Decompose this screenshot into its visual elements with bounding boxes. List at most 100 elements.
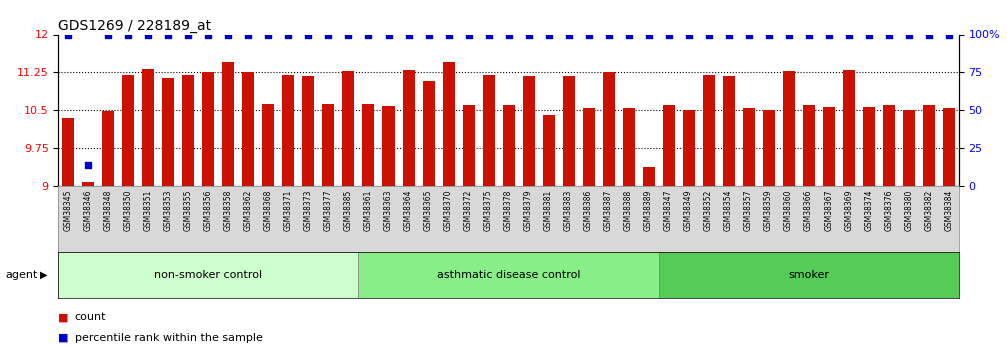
Text: GSM38371: GSM38371 (284, 189, 293, 231)
Text: GSM38352: GSM38352 (704, 189, 713, 231)
Bar (363, 104, 375, 186)
Text: GSM38354: GSM38354 (724, 189, 733, 231)
Text: GSM38378: GSM38378 (505, 189, 513, 231)
Bar (723, 76, 734, 186)
Text: GSM38385: GSM38385 (344, 189, 353, 231)
Bar (383, 106, 395, 186)
Bar (58, 252, 358, 298)
Point (920, 32, 937, 37)
Text: GSM38380: GSM38380 (904, 189, 913, 231)
Text: GSM38357: GSM38357 (744, 189, 753, 231)
Bar (863, 107, 875, 186)
Text: GSM38379: GSM38379 (524, 189, 533, 231)
Bar (602, 72, 614, 186)
Text: GSM38366: GSM38366 (805, 189, 813, 231)
Bar (342, 71, 354, 186)
Text: GSM38387: GSM38387 (604, 189, 613, 231)
Point (440, 32, 456, 37)
Bar (142, 69, 154, 186)
Bar (182, 75, 194, 186)
Text: ■: ■ (58, 313, 68, 322)
Text: GDS1269 / 228189_at: GDS1269 / 228189_at (58, 19, 211, 33)
Bar (782, 71, 795, 186)
Point (620, 32, 636, 37)
Point (721, 32, 737, 37)
Bar (283, 75, 294, 186)
Point (500, 32, 517, 37)
Point (521, 32, 537, 37)
Text: GSM38365: GSM38365 (424, 189, 433, 231)
Text: GSM38375: GSM38375 (484, 189, 493, 231)
Bar (543, 116, 555, 186)
Point (740, 32, 756, 37)
Bar (642, 167, 655, 186)
Point (661, 32, 677, 37)
Text: GSM38350: GSM38350 (124, 189, 133, 231)
Text: percentile rank within the sample: percentile rank within the sample (75, 333, 263, 343)
Point (861, 32, 877, 37)
Text: count: count (75, 313, 106, 322)
Bar (62, 118, 75, 186)
Point (221, 32, 237, 37)
Point (460, 32, 476, 37)
Bar (883, 105, 894, 186)
Bar (523, 76, 535, 186)
Bar (843, 70, 855, 186)
Bar (243, 72, 255, 186)
Point (900, 32, 916, 37)
Point (81, 162, 97, 168)
Point (340, 32, 356, 37)
Bar (563, 77, 575, 186)
Text: smoker: smoker (788, 270, 829, 280)
Bar (423, 81, 434, 186)
Point (361, 32, 377, 37)
Point (701, 32, 717, 37)
Text: GSM38388: GSM38388 (624, 189, 633, 231)
Text: ■: ■ (58, 333, 68, 343)
Point (320, 32, 336, 37)
Text: GSM38374: GSM38374 (864, 189, 873, 231)
Bar (663, 105, 675, 186)
Point (401, 32, 417, 37)
Text: GSM38384: GSM38384 (945, 189, 954, 231)
Text: GSM38362: GSM38362 (244, 189, 253, 231)
Bar (762, 110, 774, 186)
Text: GSM38377: GSM38377 (324, 189, 333, 231)
Point (121, 32, 137, 37)
Bar (683, 110, 695, 186)
Text: agent: agent (5, 270, 37, 280)
Bar (502, 105, 515, 186)
Bar (659, 252, 959, 298)
Text: GSM38372: GSM38372 (464, 189, 473, 231)
Point (261, 32, 277, 37)
Point (821, 32, 837, 37)
Bar (902, 110, 914, 186)
Bar (162, 78, 174, 186)
Text: GSM38368: GSM38368 (264, 189, 273, 231)
Text: GSM38345: GSM38345 (63, 189, 73, 231)
Point (300, 32, 316, 37)
Point (941, 32, 957, 37)
Point (681, 32, 697, 37)
Text: GSM38358: GSM38358 (224, 189, 233, 231)
Bar (943, 108, 955, 186)
Point (60, 32, 77, 37)
Bar (403, 70, 415, 186)
Text: GSM38348: GSM38348 (104, 189, 113, 231)
Bar (803, 105, 815, 186)
Text: GSM38349: GSM38349 (684, 189, 693, 231)
Point (561, 32, 577, 37)
Text: GSM38360: GSM38360 (784, 189, 794, 231)
Text: non-smoker control: non-smoker control (154, 270, 263, 280)
Point (180, 32, 196, 37)
Bar (103, 111, 115, 186)
Point (280, 32, 296, 37)
Text: GSM38364: GSM38364 (404, 189, 413, 231)
Text: GSM38363: GSM38363 (384, 189, 393, 231)
Text: GSM38359: GSM38359 (764, 189, 773, 231)
Text: GSM38382: GSM38382 (924, 189, 933, 231)
Bar (263, 104, 275, 186)
Text: GSM38346: GSM38346 (84, 189, 93, 231)
Point (480, 32, 496, 37)
Text: asthmatic disease control: asthmatic disease control (437, 270, 580, 280)
